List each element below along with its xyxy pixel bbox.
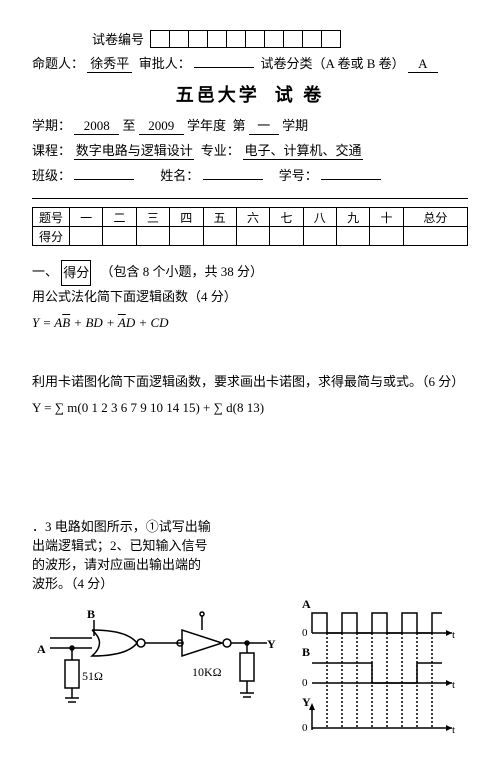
term-label: 学期： (32, 118, 71, 133)
col: 九 (337, 208, 370, 227)
svg-text:A: A (37, 642, 46, 656)
q1-formula: Y = AB + BD + AD + CD (32, 315, 468, 331)
course-label: 课程： (32, 143, 71, 158)
category-label: 试卷分类（A 卷或 B 卷） (261, 56, 405, 71)
year-unit: 学年度 (187, 118, 226, 133)
col: 一 (70, 208, 103, 227)
waveform-diagram: A 0 t B 0 (302, 598, 462, 748)
to-label: 至 (123, 118, 136, 133)
svg-text:0: 0 (302, 722, 308, 734)
svg-text:51Ω: 51Ω (82, 669, 103, 683)
scorebox: 得分 (61, 260, 91, 286)
svg-text:B: B (87, 607, 95, 621)
id (321, 165, 381, 180)
name (203, 165, 263, 180)
class (74, 165, 134, 180)
year-to: 2009 (139, 118, 184, 135)
circuit-diagram: A B Y (32, 598, 282, 718)
paper-no-boxes (150, 30, 341, 48)
q2-formula: Y = ∑ m(0 1 2 3 6 7 9 10 14 15) + ∑ d(8 … (32, 400, 468, 416)
q3-text: ．3 电路如图所示，①试写出输出端逻辑式；2、已知输入信号的波形，请对应画出输出… (32, 516, 212, 592)
paper-no-label: 试卷编号 (92, 29, 144, 48)
sem-label: 第 (233, 118, 246, 133)
major-label: 专业： (201, 143, 240, 158)
col: 二 (103, 208, 136, 227)
col: 七 (270, 208, 303, 227)
university: 五邑大学 (176, 85, 260, 105)
q2-text: 利用卡诺图化简下面逻辑函数，要求画出卡诺图，求得最简与或式。（6 分） (32, 371, 468, 390)
id-label: 学号： (279, 168, 318, 183)
svg-text:Y: Y (267, 637, 276, 651)
svg-text:t: t (452, 629, 455, 641)
svg-text:0: 0 (302, 677, 308, 689)
score-row-label: 得分 (33, 227, 70, 246)
row-label: 题号 (33, 208, 70, 227)
sec1-caption: （包含 8 个小题，共 38 分） (101, 264, 264, 279)
reviewer-value (194, 53, 254, 68)
col: 十 (370, 208, 403, 227)
svg-text:Y: Y (302, 695, 311, 709)
name-label: 姓名： (160, 168, 199, 183)
major: 电子、计算机、交通 (243, 140, 363, 160)
doc-type: 试 卷 (275, 85, 325, 105)
col: 总分 (403, 208, 467, 227)
sec1-num: 一、 (32, 264, 58, 279)
reviewer-label: 审批人： (139, 56, 191, 71)
author-value: 徐秀平 (87, 53, 132, 73)
score-table: 题号 一 二 三 四 五 六 七 八 九 十 总分 得分 (32, 207, 468, 246)
col: 六 (236, 208, 269, 227)
svg-text:10KΩ: 10KΩ (192, 665, 222, 679)
svg-text:A: A (302, 598, 311, 611)
category-value: A (408, 56, 438, 73)
svg-text:B: B (302, 645, 310, 659)
svg-text:t: t (452, 724, 455, 736)
svg-text:0: 0 (302, 627, 308, 639)
col: 三 (136, 208, 169, 227)
sem-no: 一 (249, 115, 279, 135)
col: 五 (203, 208, 236, 227)
author-label: 命题人： (32, 56, 84, 71)
col: 八 (303, 208, 336, 227)
col: 四 (170, 208, 203, 227)
q1-text: 用公式法化简下面逻辑函数（4 分） (32, 286, 468, 305)
svg-text:t: t (452, 679, 455, 691)
sem-unit: 学期 (282, 118, 308, 133)
year-from: 2008 (74, 118, 119, 135)
course: 数字电路与逻辑设计 (74, 140, 194, 160)
class-label: 班级： (32, 168, 71, 183)
divider (32, 198, 468, 199)
